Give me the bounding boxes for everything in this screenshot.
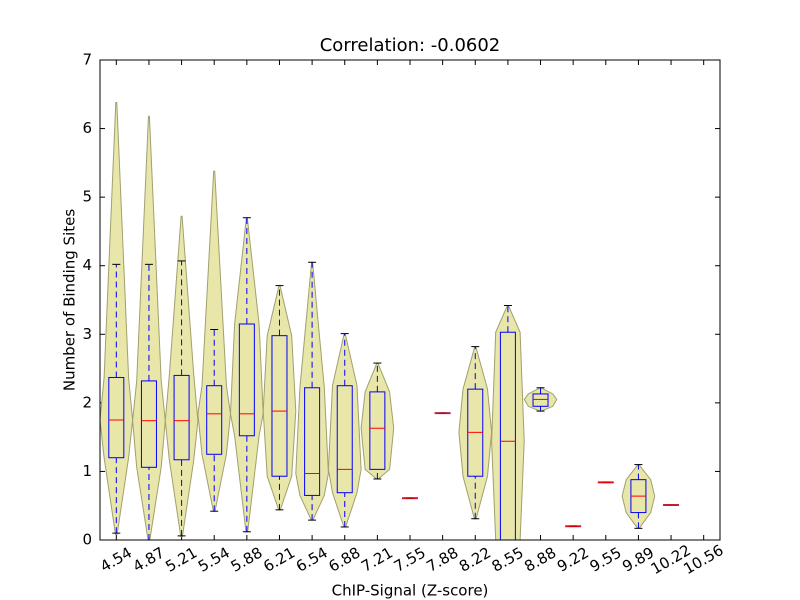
y-axis-label: Number of Binding Sites: [61, 209, 79, 391]
box: [173, 374, 190, 461]
y-tick-label: 7: [82, 51, 92, 69]
box: [369, 391, 386, 470]
violin: [491, 305, 525, 541]
box: [304, 387, 321, 496]
violin: [99, 102, 134, 536]
y-tick-label: 0: [82, 531, 92, 549]
y-tick-label: 4: [82, 256, 92, 274]
box: [271, 335, 288, 477]
x-axis-label: ChIP-Signal (Z-score): [332, 582, 489, 600]
y-tick-label: 5: [82, 188, 92, 206]
chart-title: Correlation: -0.0602: [320, 35, 501, 56]
box: [206, 385, 223, 455]
box: [108, 376, 125, 459]
plot-frame: [99, 59, 721, 541]
box: [532, 393, 549, 407]
y-tick-label: 3: [82, 325, 92, 343]
box: [238, 323, 255, 437]
violin: [164, 215, 199, 538]
y-tick-label: 6: [82, 119, 92, 137]
y-tick-label: 1: [82, 462, 92, 480]
box: [140, 380, 157, 468]
box: [336, 385, 353, 494]
y-tick-label: 2: [82, 393, 92, 411]
